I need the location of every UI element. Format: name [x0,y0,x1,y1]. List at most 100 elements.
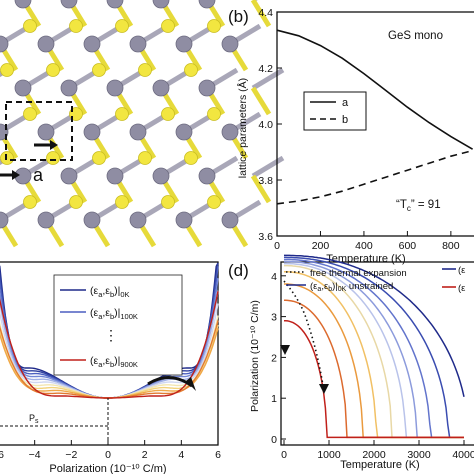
s-atom [23,19,37,33]
polarization-curve [284,283,464,439]
ge-atom [60,167,78,185]
x-tick-label: 200 [312,240,330,252]
ge-s-bond [251,67,285,91]
ge-s-bond [251,155,285,179]
panel-d-frame [280,261,474,446]
s-atom [92,63,106,77]
svg-text:(ε: (ε [458,265,466,276]
x-tick-label: 6 [215,449,221,461]
ge-atom [198,0,216,9]
x-tick-label: 2 [142,449,148,461]
y-tick-label: 3.8 [258,175,273,187]
ge-s-bond [250,0,272,28]
s-atom [23,107,37,121]
ge-atom [14,79,32,97]
panel-d-xlabel: Temperature (K) [340,459,419,471]
tc-annotation: “Tc” = 91 [396,199,441,213]
ge-atom [198,167,216,185]
panel-d-curves [284,254,465,439]
svg-text:(ε: (ε [458,283,466,294]
ps-label: Ps [29,413,39,425]
ge-atom [60,79,78,97]
x-tick-label: 400 [355,240,373,252]
ge-atom [129,123,147,141]
series-b-line [276,149,473,205]
panel-b-label: (b) [228,7,249,26]
legend-b-label: b [342,114,348,126]
panel-b-legend-box [303,91,367,131]
x-tick-label: 1000 [317,449,341,461]
y-tick-label: 0 [271,434,277,446]
panel-b-ylabel: lattice parameters (Å) [236,78,249,178]
panel-d-ylabel: Polarization (10⁻¹⁰ C/m) [249,300,261,412]
polarization-curve [284,319,464,439]
s-atom [138,151,152,165]
ge-atom [221,211,239,229]
s-atom [46,151,60,165]
panel-b-xlabel: Temperature (K) [326,253,405,265]
legend-100k: (εa,εb)|100K [60,307,138,321]
panel-d-legend: free thermal expansion (εa,εb)|0K unstra… [286,268,407,293]
panel-c-legend-box [53,274,183,376]
svg-text:(εa,εb)|100K: (εa,εb)|100K [90,307,138,321]
y-tick-label: 4.4 [258,7,273,19]
ge-s-bond [250,86,272,116]
arrow-right-icon [0,170,20,180]
s-atom [115,107,129,121]
ge-atom [106,79,124,97]
ps-arrow-head [186,377,196,391]
y-tick-label: 4.0 [258,119,273,131]
x-tick-label: −4 [29,449,41,461]
legend-0k: (εa,εb)|0K [60,285,130,299]
ge-atom [0,211,9,229]
arrow-right-icon [34,140,58,150]
s-atom [184,63,198,77]
ge-atom [106,0,124,9]
s-atom [69,195,83,209]
ge-atom [106,167,124,185]
arrow-down-icon [280,345,290,355]
ge-atom [152,79,170,97]
s-atom [138,63,152,77]
s-atom [207,195,221,209]
ge-atom [0,35,9,53]
panel-c-xlabel: Polarization (10⁻¹⁰ C/m) [49,463,166,474]
s-atom [161,19,175,33]
legend-900k: (εa,εb)|900K [60,355,138,369]
ge-atom [129,211,147,229]
x-tick-label: −6 [0,449,4,461]
x-tick-label: 0 [105,449,111,461]
x-tick-label: −2 [65,449,77,461]
ge-atom [221,123,239,141]
x-tick-label: 0 [274,240,280,252]
panel-d-right-legend: (ε (ε [442,265,466,294]
ps-arrow [147,376,193,388]
ge-atom [152,0,170,9]
panel-d-ticks: 0 1000 2000 3000 4000 0 1 2 3 4 [271,271,474,461]
polarization-curve [284,254,465,397]
ge-atom [221,35,239,53]
ge-atom [152,167,170,185]
ge-atom [175,211,193,229]
y-tick-label: 4 [271,271,277,283]
y-tick-label: 1 [271,393,277,405]
x-tick-label: 600 [399,240,417,252]
x-tick-label: 0 [281,449,287,461]
svg-text:free thermal expansion: free thermal expansion [310,268,407,279]
x-tick-label: 4 [178,449,184,461]
ge-atom [83,211,101,229]
s-atom [161,107,175,121]
panel-a-axis-label: a [33,165,44,185]
ge-atom [37,211,55,229]
polarization-curve [284,270,464,439]
y-tick-label: 3 [271,312,277,324]
ge-atom [175,123,193,141]
arrow-down-icon [319,384,329,394]
legend-a-label: a [342,97,349,109]
svg-text:(εa,εb)|0K: (εa,εb)|0K [90,285,130,299]
x-tick-label: 4000 [452,449,474,461]
panel-a-crystal-structure [0,0,285,248]
y-tick-label: 4.2 [258,63,273,75]
ge-atom [37,123,55,141]
